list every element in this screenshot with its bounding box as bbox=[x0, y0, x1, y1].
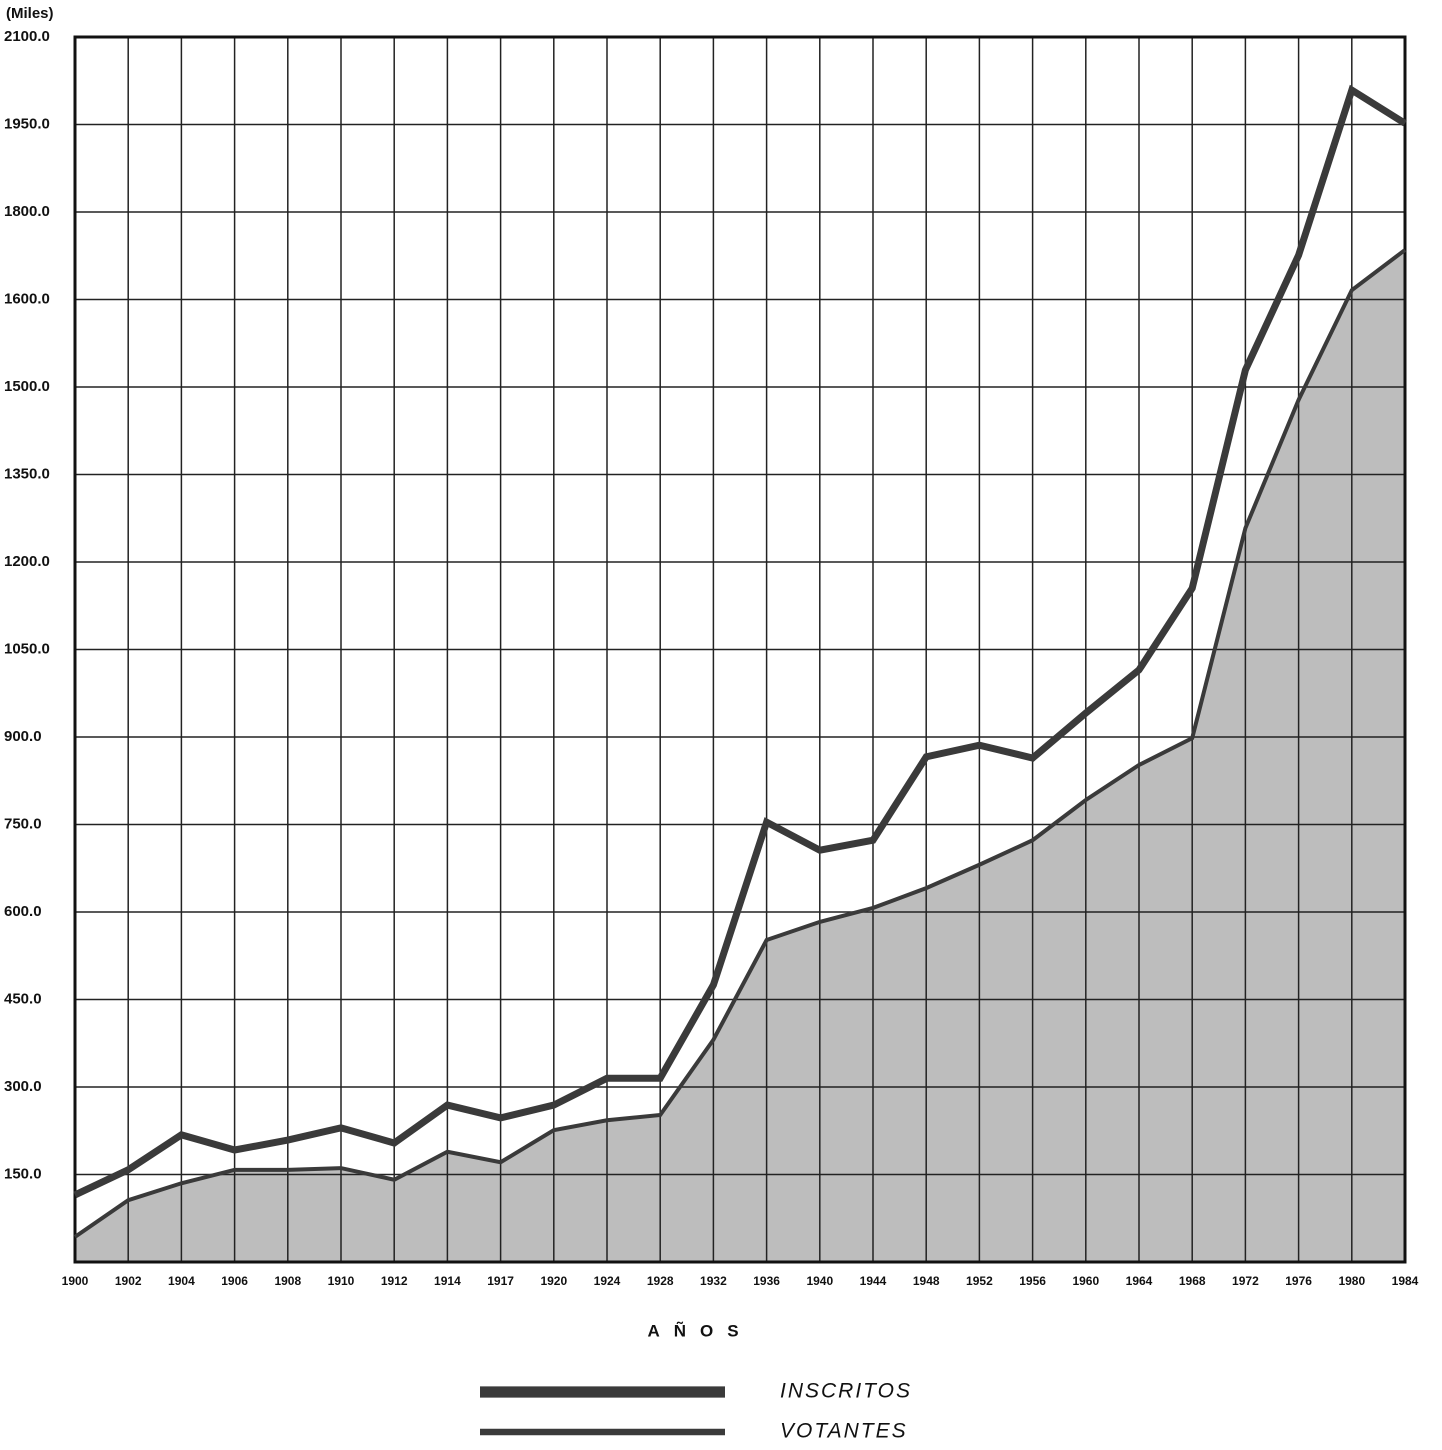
y-tick-label: 750.0 bbox=[4, 815, 42, 832]
x-tick-label: 1908 bbox=[274, 1274, 301, 1288]
x-tick-label: 1948 bbox=[913, 1274, 940, 1288]
x-tick-label: 1964 bbox=[1126, 1274, 1153, 1288]
x-tick-label: 1912 bbox=[381, 1274, 408, 1288]
x-tick-label: 1904 bbox=[168, 1274, 195, 1288]
area bbox=[75, 250, 1405, 1262]
x-tick-label: 1936 bbox=[753, 1274, 780, 1288]
legend-label: INSCRITOS bbox=[780, 1380, 912, 1403]
x-axis-label: AÑOS bbox=[647, 1320, 752, 1340]
y-tick-label: 900.0 bbox=[4, 728, 42, 745]
y-tick-label: 2100.0 bbox=[4, 28, 50, 45]
y-tick-label: 450.0 bbox=[4, 990, 42, 1007]
x-tick-label: 1900 bbox=[62, 1274, 89, 1288]
x-tick-label: 1944 bbox=[860, 1274, 887, 1288]
x-tick-label: 1980 bbox=[1338, 1274, 1365, 1288]
x-tick-label: 1910 bbox=[328, 1274, 355, 1288]
x-tick-label: 1956 bbox=[1019, 1274, 1046, 1288]
x-tick-label: 1924 bbox=[594, 1274, 621, 1288]
x-tick-label: 1906 bbox=[221, 1274, 248, 1288]
y-tick-label: 1600.0 bbox=[4, 290, 50, 307]
x-tick-label: 1914 bbox=[434, 1274, 461, 1288]
x-tick-label: 1968 bbox=[1179, 1274, 1206, 1288]
y-tick-label: 1500.0 bbox=[4, 378, 50, 395]
x-tick-label: 1928 bbox=[647, 1274, 674, 1288]
chart: (Miles) AÑOS 150.0 300.0 450.0 600.0 750.0 90… bbox=[0, 0, 1442, 1450]
y-tick-label: 150.0 bbox=[4, 1165, 42, 1182]
y-unit: (Miles) bbox=[6, 5, 54, 22]
y-tick-label: 1200.0 bbox=[4, 553, 50, 570]
x-tick-label: 1960 bbox=[1072, 1274, 1099, 1288]
y-tick-label: 1050.0 bbox=[4, 640, 50, 657]
x-tick-label: 1972 bbox=[1232, 1274, 1259, 1288]
x-tick-label: 1976 bbox=[1285, 1274, 1312, 1288]
y-tick-label: 1950.0 bbox=[4, 115, 50, 132]
y-tick-label: 600.0 bbox=[4, 903, 42, 920]
x-tick-label: 1932 bbox=[700, 1274, 727, 1288]
x-tick-label: 1902 bbox=[115, 1274, 142, 1288]
y-tick-label: 1350.0 bbox=[4, 465, 50, 482]
x-tick-label: 1920 bbox=[540, 1274, 567, 1288]
legend-label: VOTANTES bbox=[780, 1420, 908, 1443]
y-tick-label: 1800.0 bbox=[4, 203, 50, 220]
y-tick-label: 300.0 bbox=[4, 1078, 42, 1095]
x-tick-label: 1917 bbox=[487, 1274, 514, 1288]
x-tick-label: 1984 bbox=[1392, 1274, 1419, 1288]
x-tick-label: 1952 bbox=[966, 1274, 993, 1288]
x-tick-label: 1940 bbox=[806, 1274, 833, 1288]
page: {"chart_data": {"type": "line", "y_unit"… bbox=[0, 0, 1442, 1450]
